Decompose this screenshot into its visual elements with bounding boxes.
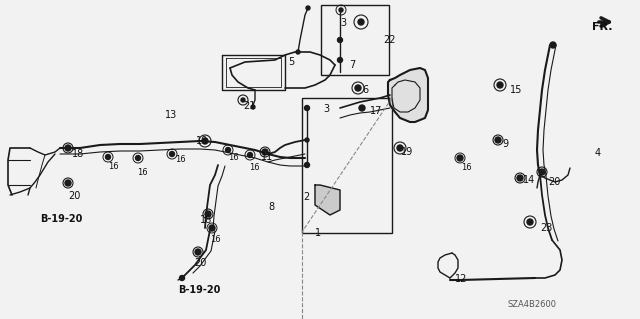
- Text: 18: 18: [200, 215, 212, 225]
- Circle shape: [209, 225, 215, 231]
- Text: 14: 14: [523, 175, 535, 185]
- Text: SZA4B2600: SZA4B2600: [508, 300, 557, 309]
- Text: 5: 5: [288, 57, 294, 67]
- Text: 13: 13: [165, 110, 177, 120]
- Text: 6: 6: [362, 85, 368, 95]
- Text: 20: 20: [68, 191, 81, 201]
- Text: 12: 12: [455, 274, 467, 284]
- Circle shape: [305, 106, 310, 110]
- Circle shape: [65, 145, 71, 151]
- Circle shape: [248, 152, 253, 158]
- Text: 16: 16: [249, 163, 260, 172]
- Circle shape: [205, 211, 211, 217]
- Text: 1: 1: [315, 228, 321, 238]
- Circle shape: [225, 147, 230, 152]
- Circle shape: [527, 219, 533, 225]
- Circle shape: [296, 50, 300, 54]
- Polygon shape: [315, 185, 340, 215]
- Text: 4: 4: [595, 148, 601, 158]
- Text: 17: 17: [370, 106, 382, 116]
- Text: 20: 20: [548, 177, 561, 187]
- Text: 3: 3: [323, 104, 329, 114]
- Text: 16: 16: [175, 155, 186, 164]
- Bar: [302, 98, 392, 233]
- Circle shape: [136, 155, 141, 160]
- Text: 19: 19: [401, 147, 413, 157]
- Circle shape: [339, 8, 343, 12]
- Text: 9: 9: [502, 139, 508, 149]
- Circle shape: [358, 19, 364, 25]
- Text: 23: 23: [540, 223, 552, 233]
- Circle shape: [262, 149, 268, 155]
- Bar: [321, 5, 389, 75]
- Text: 15: 15: [510, 85, 522, 95]
- Circle shape: [65, 180, 71, 186]
- Text: 16: 16: [461, 163, 472, 172]
- Text: 22: 22: [383, 35, 396, 45]
- Circle shape: [305, 138, 309, 142]
- Circle shape: [305, 162, 310, 167]
- Text: 16: 16: [210, 235, 221, 244]
- Circle shape: [550, 42, 556, 48]
- Text: 3: 3: [340, 18, 346, 28]
- Text: 7: 7: [349, 60, 355, 70]
- Circle shape: [337, 57, 342, 63]
- Circle shape: [497, 82, 503, 88]
- Circle shape: [306, 6, 310, 10]
- Text: 8: 8: [268, 202, 274, 212]
- Text: 10: 10: [196, 136, 208, 146]
- Circle shape: [355, 85, 361, 91]
- Polygon shape: [388, 68, 428, 122]
- Circle shape: [241, 98, 245, 102]
- Text: 16: 16: [228, 153, 239, 162]
- Circle shape: [359, 105, 365, 111]
- Text: 20: 20: [194, 258, 206, 268]
- Circle shape: [457, 155, 463, 161]
- Circle shape: [179, 276, 184, 280]
- Circle shape: [202, 138, 208, 144]
- Circle shape: [170, 152, 175, 157]
- Text: 16: 16: [137, 168, 148, 177]
- Text: 21: 21: [243, 101, 255, 111]
- Circle shape: [251, 105, 255, 109]
- Circle shape: [337, 38, 342, 42]
- Circle shape: [106, 154, 111, 160]
- Text: 2: 2: [303, 192, 309, 202]
- Text: 16: 16: [108, 162, 118, 171]
- Circle shape: [195, 249, 201, 255]
- Circle shape: [397, 145, 403, 151]
- Circle shape: [495, 137, 501, 143]
- Text: B-19-20: B-19-20: [178, 285, 220, 295]
- Text: FR.: FR.: [592, 22, 612, 32]
- Text: 11: 11: [261, 152, 273, 162]
- Circle shape: [539, 169, 545, 175]
- Text: B-19-20: B-19-20: [40, 214, 83, 224]
- Text: 18: 18: [72, 149, 84, 159]
- Circle shape: [517, 175, 523, 181]
